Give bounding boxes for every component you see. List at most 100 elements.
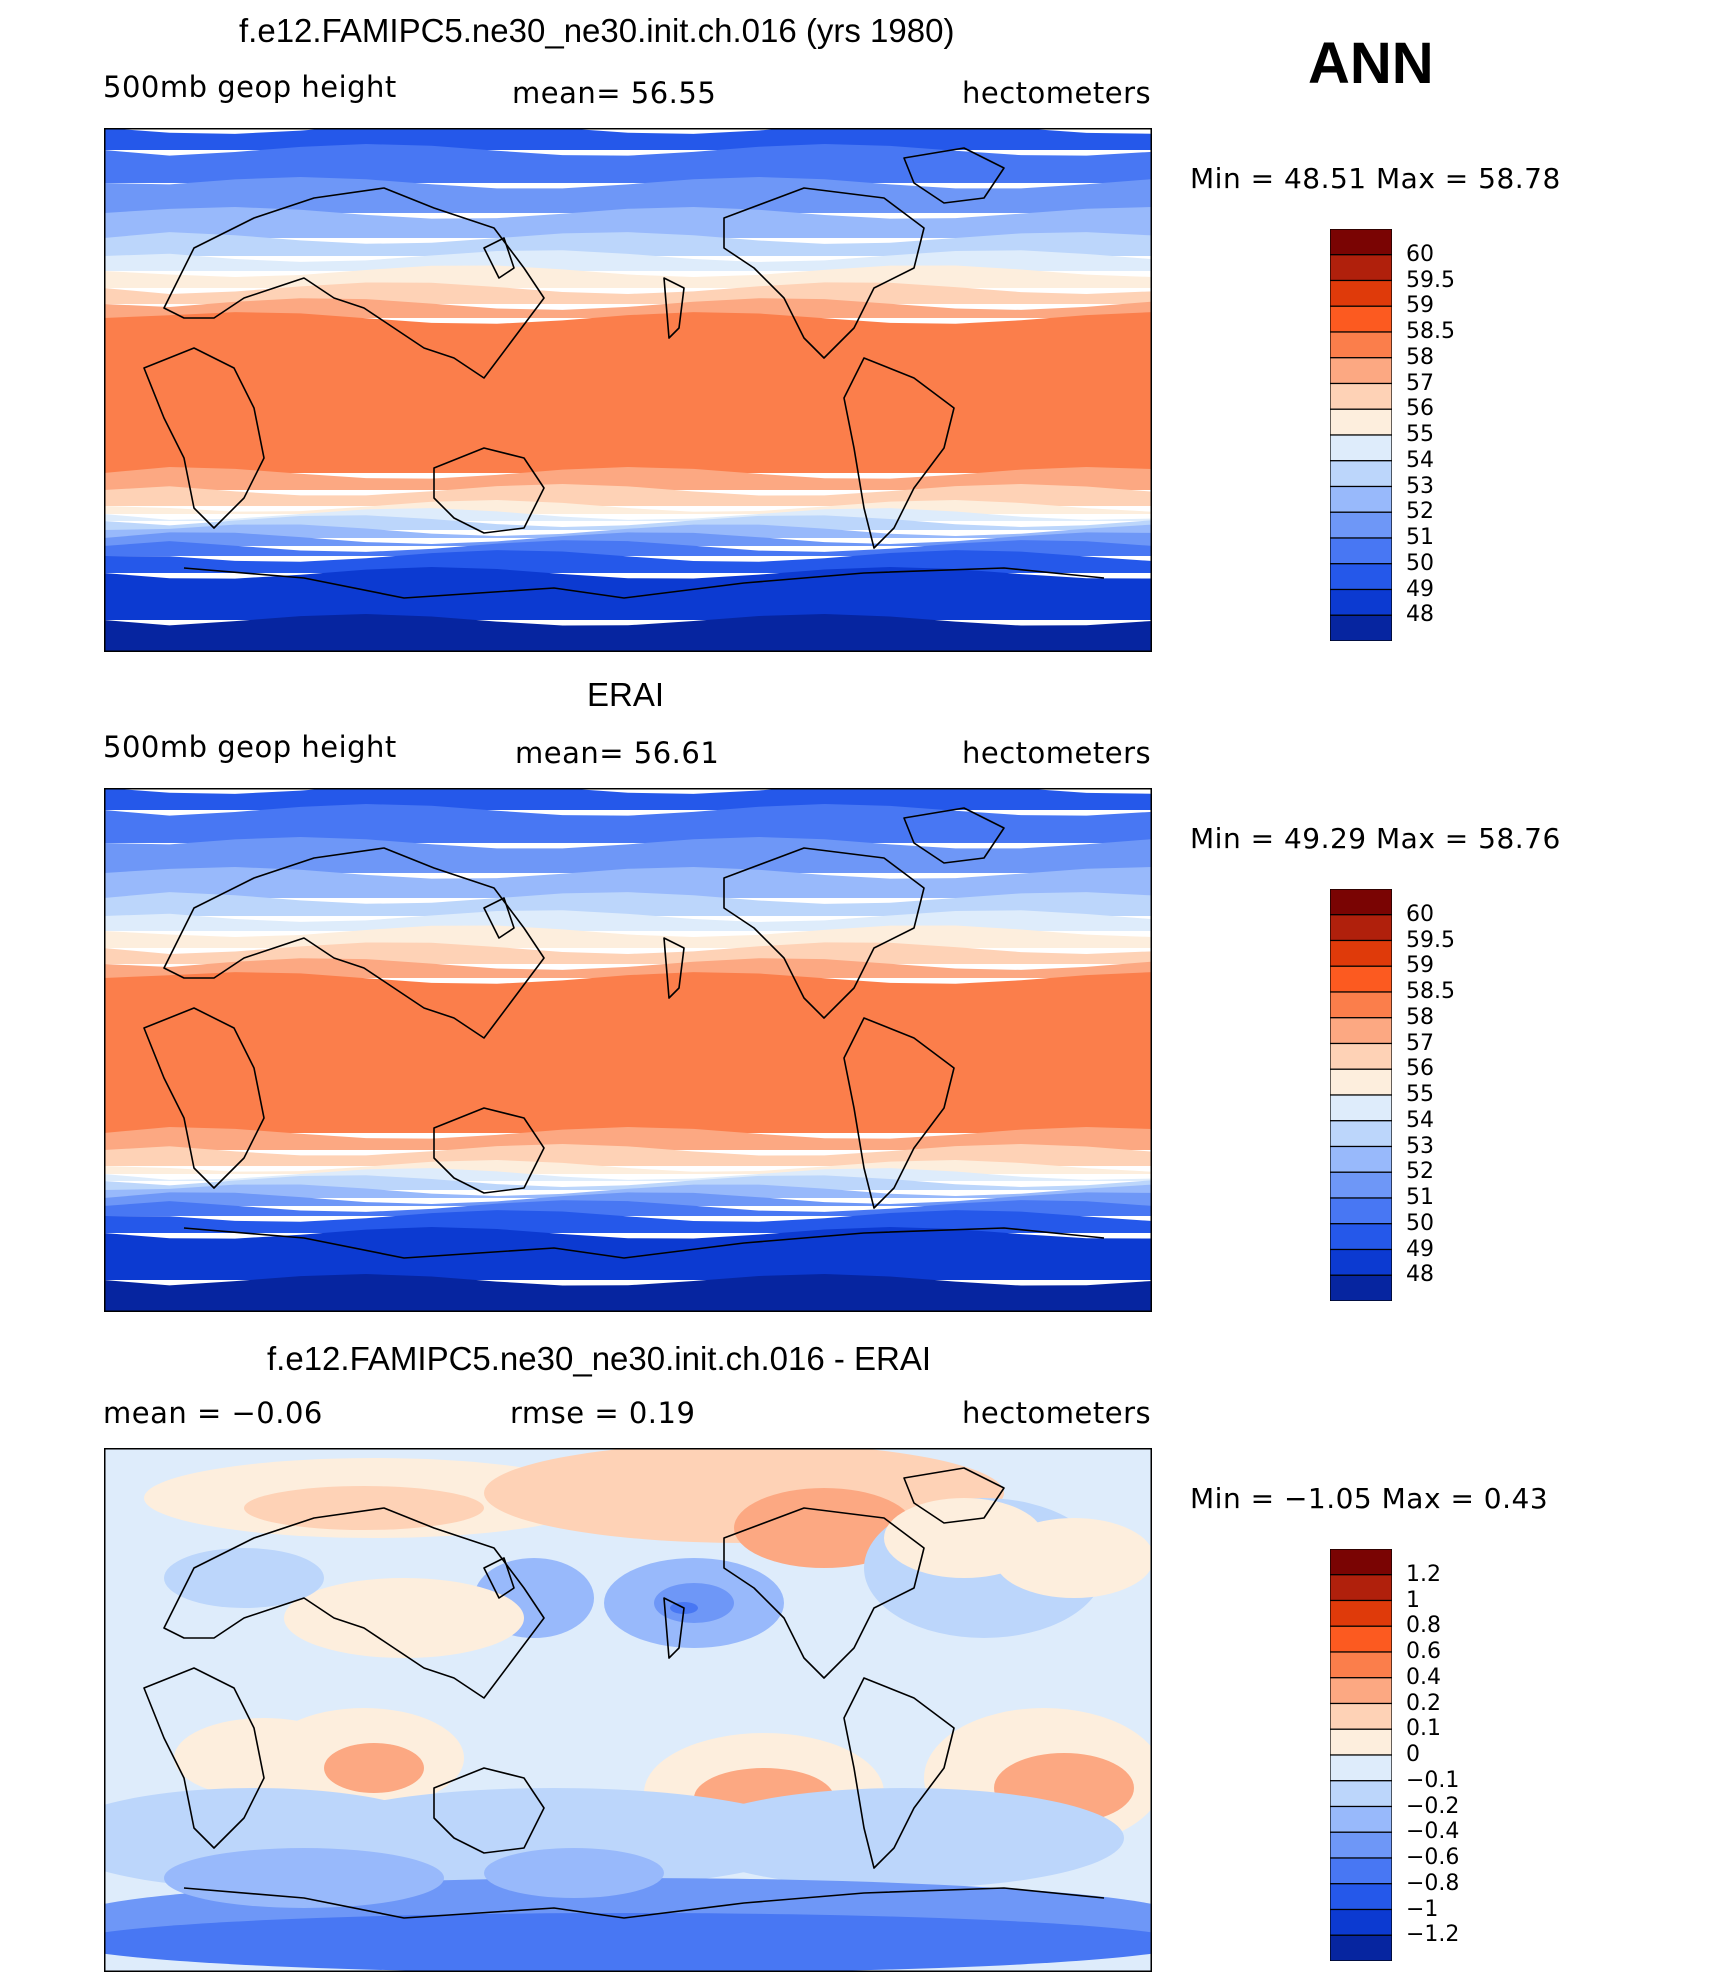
- colorbar-tick-label: −0.8: [1406, 1870, 1460, 1896]
- coastline: [143, 1007, 265, 1189]
- contour-band: [104, 207, 1152, 238]
- contour-blob: [684, 1788, 1124, 1888]
- contour-blob: [734, 1488, 914, 1568]
- contour-band: [104, 232, 1152, 256]
- colorbar-swatch: [1330, 1599, 1392, 1627]
- colorbar-tick-label: 55: [1406, 422, 1434, 447]
- coastline: [183, 567, 1105, 599]
- coastline: [143, 1667, 265, 1849]
- colorbar-tick-label: −1.2: [1406, 1922, 1460, 1948]
- contour-blob: [324, 1743, 424, 1793]
- colorbar-tick-label: 0.6: [1406, 1639, 1441, 1664]
- colorbar-swatch: [1330, 1197, 1392, 1225]
- colorbar-tick-label: 56: [1406, 396, 1434, 422]
- colorbar-swatch: [1330, 1883, 1392, 1911]
- colorbar-tick-label: 60: [1406, 241, 1434, 267]
- coastline: [663, 937, 685, 999]
- coastline: [483, 897, 515, 939]
- panel1-title: f.e12.FAMIPC5.ne30_ne30.init.ch.016 (yrs…: [239, 12, 955, 49]
- colorbar-swatch: [1330, 1625, 1392, 1653]
- colorbar-swatch: [1330, 1248, 1392, 1276]
- panel3-map: [104, 1448, 1152, 1972]
- coastline: [433, 447, 545, 534]
- colorbar-swatch: [1330, 408, 1392, 436]
- map-frame: [104, 128, 1152, 652]
- colorbar-swatch: [1330, 1574, 1392, 1602]
- contour-band: [104, 515, 1152, 530]
- coastline: [843, 1017, 955, 1209]
- colorbar-tick-label: −0.1: [1406, 1767, 1460, 1793]
- panel2-mean-label: mean= 56.61: [515, 736, 720, 770]
- colorbar-tick-label: −0.2: [1406, 1793, 1460, 1819]
- panel3-units: hectometers: [962, 1396, 1152, 1430]
- contour-blob: [484, 1848, 664, 1898]
- colorbar-swatch: [1330, 1094, 1392, 1122]
- contour-band: [104, 1274, 1152, 1312]
- contour-blob: [164, 1848, 444, 1908]
- colorbar-swatch: [1330, 1702, 1392, 1730]
- colorbar-swatch: [1330, 1017, 1392, 1045]
- coastline: [163, 187, 545, 379]
- colorbar-swatch: [1330, 1831, 1392, 1859]
- contour-blob: [994, 1518, 1152, 1598]
- colorbar-tick-label: −0.4: [1406, 1819, 1460, 1845]
- contour-blob: [244, 1486, 484, 1530]
- colorbar-swatch: [1330, 1549, 1392, 1576]
- colorbar-tick-label: 54: [1406, 447, 1434, 473]
- season-label: ANN: [1308, 31, 1434, 96]
- contour-blob: [284, 1578, 524, 1658]
- contour-band: [104, 1175, 1152, 1190]
- contour-band: [104, 1184, 1152, 1198]
- colorbar-tick-label: 57: [1406, 370, 1434, 396]
- colorbar-tick-label: 0.4: [1406, 1664, 1441, 1690]
- colorbar-tick-label: 49: [1406, 1236, 1434, 1262]
- contour-band: [104, 524, 1152, 538]
- coastline: [843, 1677, 955, 1869]
- panel1-mean-label: mean= 56.55: [512, 76, 717, 110]
- colorbar-tick-label: 59.5: [1406, 927, 1455, 953]
- coastline: [183, 1227, 1105, 1259]
- panel2-left-label: 500mb geop height: [103, 730, 397, 764]
- contour-band: [104, 804, 1152, 843]
- colorbar-swatch: [1330, 229, 1392, 256]
- colorbar-swatch: [1330, 1145, 1392, 1173]
- coastline: [433, 1767, 545, 1854]
- panel2-units: hectometers: [962, 736, 1152, 770]
- contour-blob: [104, 1913, 1152, 1972]
- contour-band: [104, 265, 1152, 288]
- coastline: [483, 237, 515, 279]
- coastline: [663, 277, 685, 339]
- coastline: [663, 1597, 685, 1659]
- colorbar-swatch: [1330, 331, 1392, 359]
- panel1-map: [104, 128, 1152, 652]
- colorbar-swatch: [1330, 485, 1392, 513]
- panel2-colorbar: [1330, 889, 1392, 1301]
- colorbar-swatch: [1330, 1908, 1392, 1936]
- coastline: [723, 187, 925, 359]
- colorbar-tick-label: −0.6: [1406, 1845, 1460, 1870]
- contour-band: [104, 532, 1152, 546]
- contour-band: [104, 925, 1152, 948]
- contour-band: [104, 177, 1152, 213]
- panel3-title: f.e12.FAMIPC5.ne30_ne30.init.ch.016 - ER…: [267, 1340, 932, 1377]
- colorbar-tick-label: 1.2: [1406, 1561, 1441, 1587]
- panel3-colorbar: [1330, 1549, 1392, 1961]
- colorbar-tick-label: 49: [1406, 576, 1434, 602]
- colorbar-tick-label: 48: [1406, 602, 1434, 628]
- colorbar-tick-label: 0.8: [1406, 1613, 1441, 1639]
- colorbar-swatch: [1330, 1171, 1392, 1199]
- colorbar-swatch: [1330, 511, 1392, 539]
- panel3-minmax: Min = −1.05 Max = 0.43: [1190, 1482, 1549, 1515]
- colorbar-tick-label: 1: [1406, 1587, 1420, 1613]
- contour-band: [104, 484, 1152, 506]
- colorbar-tick-label: 58: [1406, 1004, 1434, 1030]
- colorbar-swatch: [1330, 965, 1392, 993]
- colorbar-swatch: [1330, 563, 1392, 591]
- colorbar-swatch: [1330, 382, 1392, 410]
- coastline: [723, 1507, 925, 1679]
- colorbar-tick-label: 59.5: [1406, 267, 1455, 293]
- colorbar-tick-label: 50: [1406, 550, 1434, 576]
- coastline: [903, 807, 1005, 864]
- contour-band: [104, 312, 1152, 473]
- colorbar-tick-label: 56: [1406, 1056, 1434, 1082]
